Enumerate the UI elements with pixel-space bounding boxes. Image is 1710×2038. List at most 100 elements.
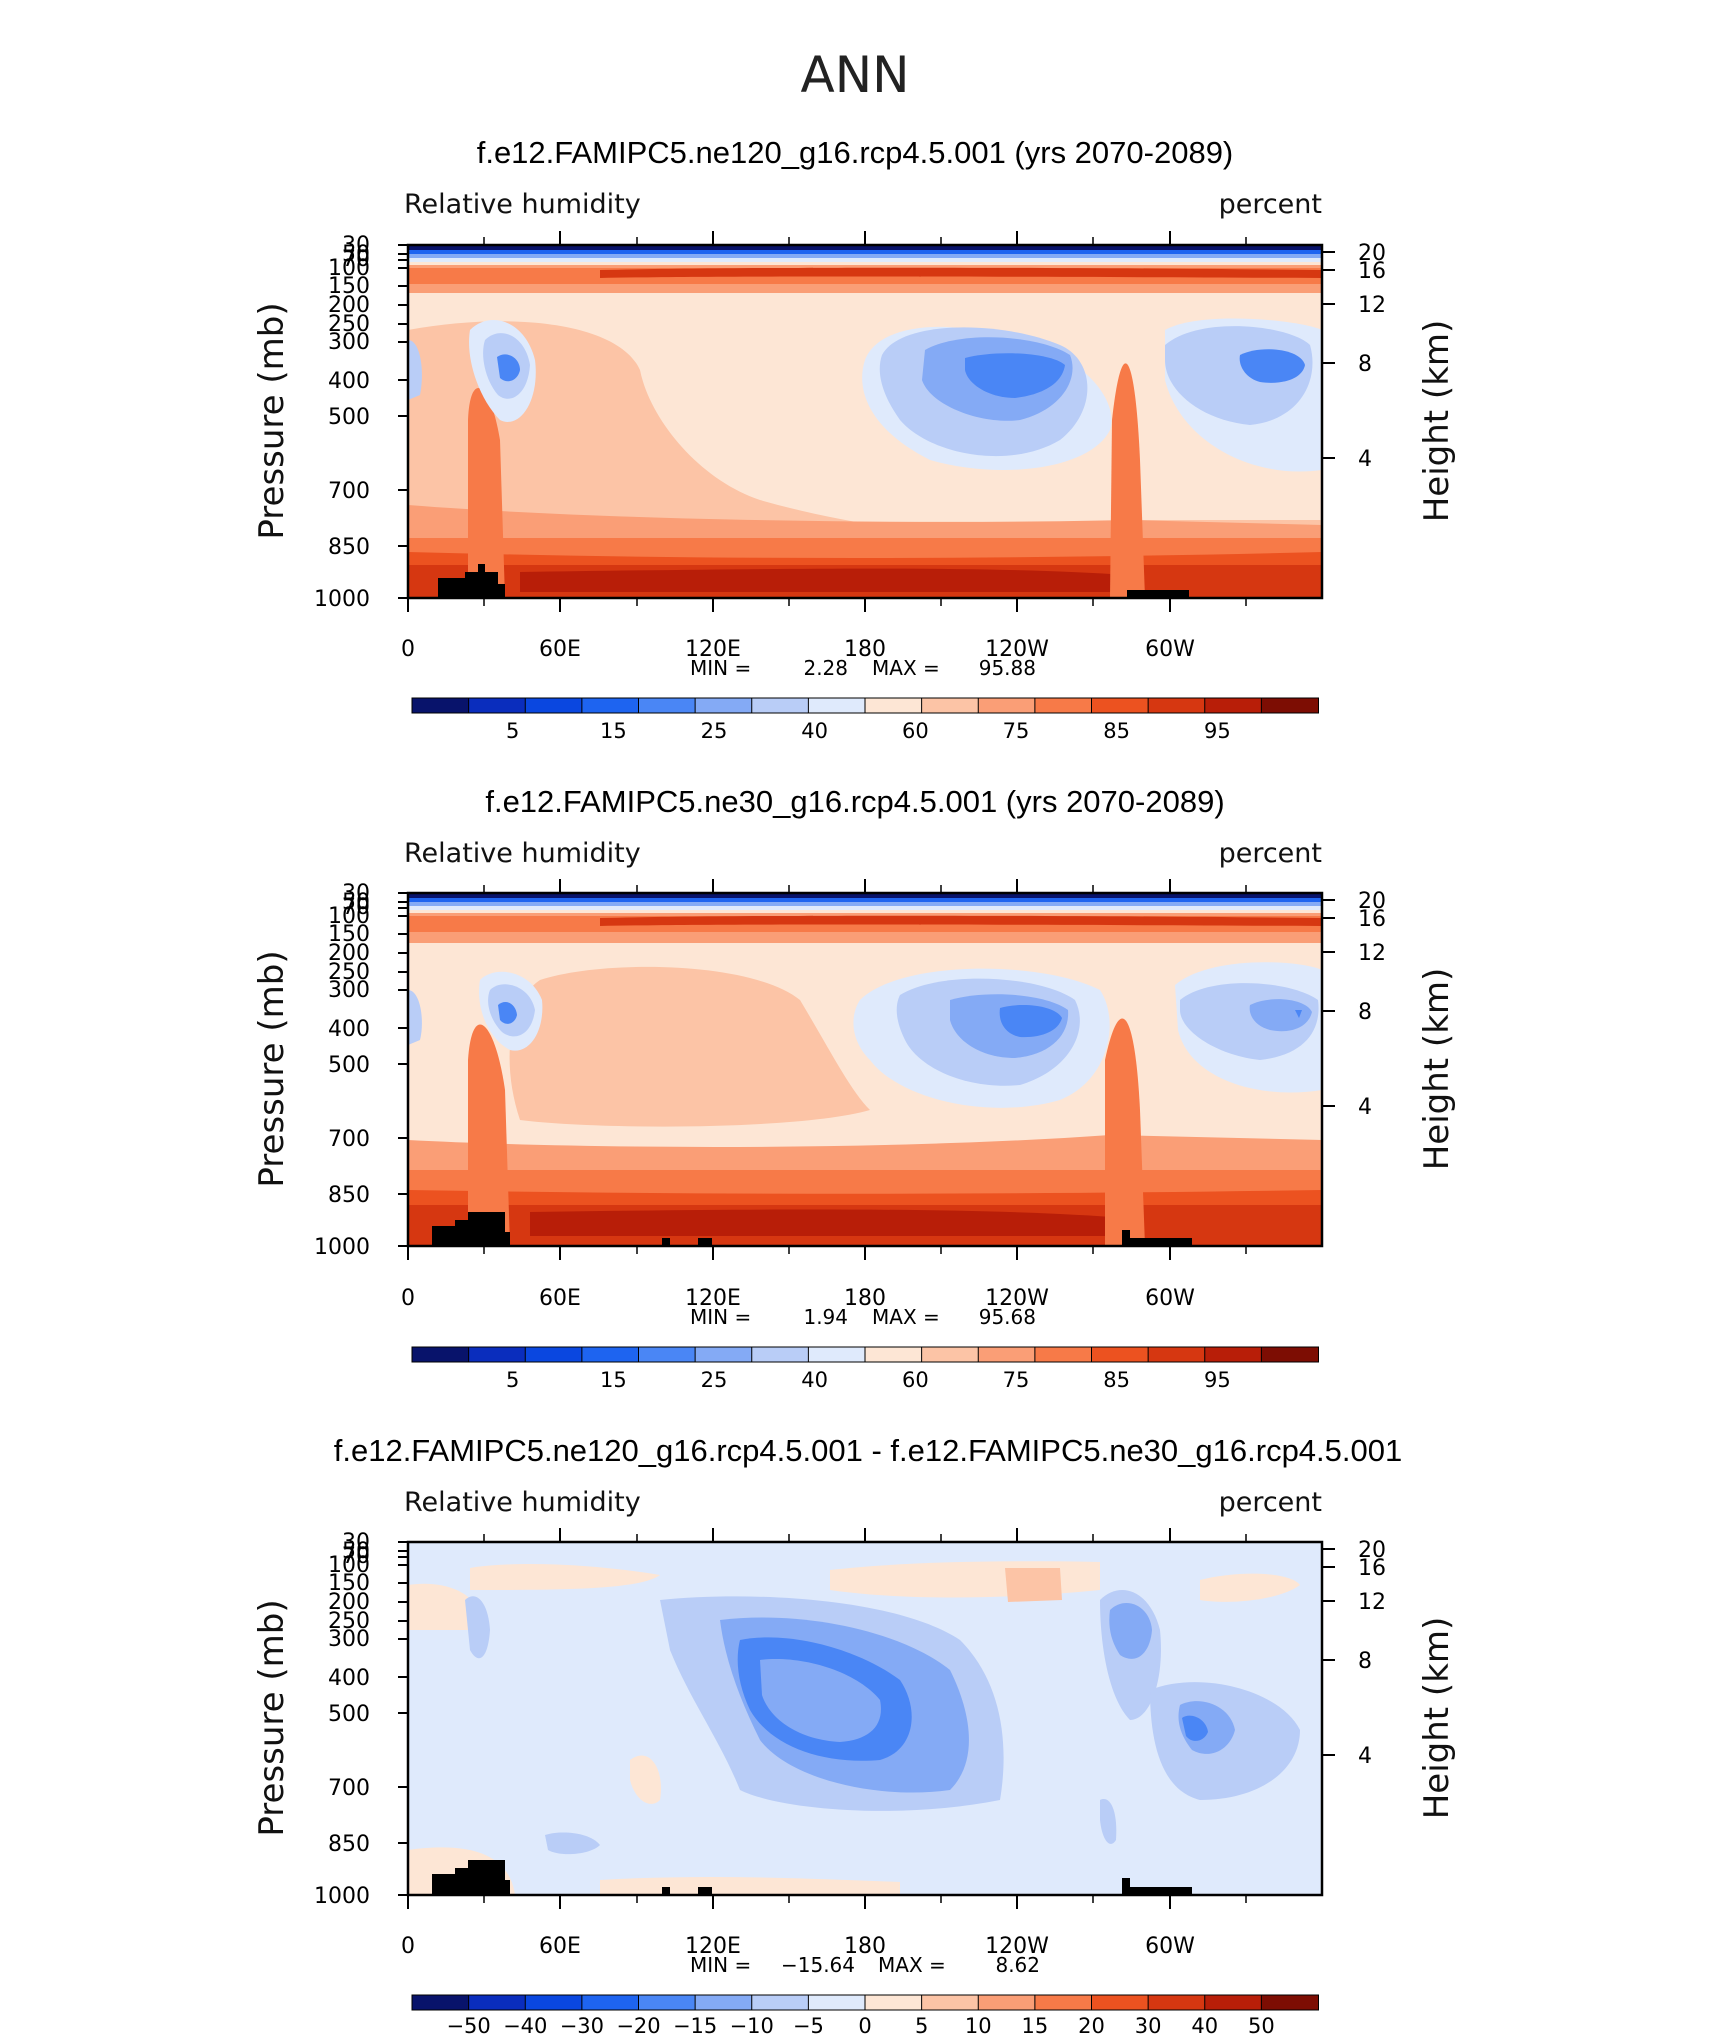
panel-3-y-ticks: 30 50 70 100 150 200 250 300 400 500 700…: [314, 1530, 408, 1909]
panel-3-colorbar-box-0: [411, 1994, 470, 2011]
panel-2-xtick-180: 180: [844, 1286, 886, 1311]
panel-3-xtick-180: 180: [844, 1934, 886, 1959]
panel-3-colorbar-box-1: [468, 1994, 527, 2011]
panel-1-colorbar-box-15: [1260, 697, 1319, 714]
panel-3-colorbar-box-5: [694, 1994, 753, 2011]
panel-3-variable: Relative humidity: [404, 1487, 641, 1518]
panel-3-ytick-50: 50: [342, 1539, 370, 1564]
panel-2-units: percent: [1219, 838, 1322, 869]
panel-2-colorbar-box-3: [581, 1346, 640, 1363]
panel-3-colorbar-label-7: 0: [858, 2014, 871, 2038]
panel-3-colorbar-label-2: −30: [560, 2014, 604, 2038]
panel-1-y2tick-16: 16: [1358, 259, 1386, 284]
panel-1-max-value: 95.88: [979, 656, 1036, 680]
panel-3-y2tick-8: 8: [1358, 1649, 1372, 1674]
panel-1-colorbar-label-5: 75: [1003, 719, 1030, 743]
panel-3-xtick-120e: 120E: [685, 1934, 741, 1959]
panel-1-colorbar-box-6: [751, 697, 810, 714]
panel-3-y2label: Height (km): [1417, 1617, 1457, 1820]
panel-2-y2-ticks: 20 16 12 8 4: [1322, 889, 1386, 1120]
panel-3-colorbar-box-8: [864, 1994, 923, 2011]
panel-2-xtick-120w: 120W: [985, 1286, 1049, 1311]
panel-3-colorbar-box-15: [1260, 1994, 1319, 2011]
panel-2-colorbar-box-8: [864, 1346, 923, 1363]
panel-2-colorbar-box-7: [807, 1346, 866, 1363]
panel-3-colorbar-label-13: 40: [1191, 2014, 1218, 2038]
panel-1-ytick-200: 200: [328, 293, 370, 318]
panel-1-xtick-0: 0: [401, 637, 415, 662]
panel-1-title: f.e12.FAMIPC5.ne120_g16.rcp4.5.001 (yrs …: [477, 135, 1234, 170]
panel-3-colorbar-box-2: [524, 1994, 583, 2011]
panel-2-ytick-100: 100: [328, 904, 370, 929]
panel-1-ytick-700: 700: [328, 479, 370, 504]
panel-1-y2-ticks: 20 16 12 8 4: [1322, 241, 1386, 472]
panel-2-min-label: MIN =: [690, 1305, 751, 1329]
panel-3-ytick-70: 70: [342, 1544, 370, 1569]
panel-3-units: percent: [1219, 1487, 1322, 1518]
panel-2-xtick-60e: 60E: [539, 1286, 581, 1311]
panel-2-ytick-500: 500: [328, 1053, 370, 1078]
panel-2-colorbar-label-1: 15: [600, 1368, 627, 1392]
panel-2-colorbar: 5 15 25 40 60 75 85 95: [411, 1346, 1319, 1392]
panel-3-contour-field: [408, 1542, 1322, 1895]
panel-2-colorbar-label-0: 5: [506, 1368, 519, 1392]
panel-1-ytick-50: 50: [342, 242, 370, 267]
panel-2-y2tick-4: 4: [1358, 1095, 1372, 1120]
panel-3-y2tick-12: 12: [1358, 1590, 1386, 1615]
panel-1-colorbar-label-4: 60: [902, 719, 929, 743]
panel-1-ytick-100: 100: [328, 256, 370, 281]
panel-2-ytick-150: 150: [328, 922, 370, 947]
panel-1-colorbar-box-3: [581, 697, 640, 714]
panel-2-colorbar-box-1: [468, 1346, 527, 1363]
panel-1-xtick-180: 180: [844, 637, 886, 662]
panel-2-ytick-200: 200: [328, 941, 370, 966]
panel-2-colorbar-label-2: 25: [701, 1368, 728, 1392]
panel-1-ytick-850: 850: [328, 535, 370, 560]
panel-1-units: percent: [1219, 189, 1322, 220]
panel-2-contour-field: [408, 893, 1322, 1246]
panel-3-ytick-500: 500: [328, 1702, 370, 1727]
panel-3-ytick-100: 100: [328, 1553, 370, 1578]
panel-1-colorbar-box-5: [694, 697, 753, 714]
panel-3-colorbar-label-12: 30: [1135, 2014, 1162, 2038]
panel-2-colorbar-label-7: 95: [1204, 1368, 1231, 1392]
panel-3-colorbar-label-5: −10: [730, 2014, 774, 2038]
panel-3-y2tick-4: 4: [1358, 1744, 1372, 1769]
panel-3-ytick-400: 400: [328, 1666, 370, 1691]
panel-3-colorbar: −50 −40 −30 −20 −15 −10 −5 0 5 10 15 20 30 40 50: [411, 1994, 1319, 2038]
panel-3-max-label: MAX =: [878, 1953, 946, 1977]
panel-1-colorbar-box-12: [1091, 697, 1150, 714]
panel-3-min-value: −15.64: [781, 1953, 855, 1977]
panel-1-ylabel: Pressure (mb): [252, 302, 292, 539]
panel-2-colorbar-box-6: [751, 1346, 810, 1363]
panel-3-colorbar-box-13: [1147, 1994, 1206, 2011]
panel-2-y2tick-8: 8: [1358, 1000, 1372, 1025]
panel-3-colorbar-box-11: [1034, 1994, 1093, 2011]
panel-1-ytick-1000: 1000: [314, 587, 370, 612]
panel-2-colorbar-box-14: [1204, 1346, 1263, 1363]
panel-1-colorbar-label-6: 85: [1103, 719, 1130, 743]
panel-2-min-value: 1.94: [803, 1305, 848, 1329]
panel-2-colorbar-label-4: 60: [902, 1368, 929, 1392]
panel-3-colorbar-label-8: 5: [915, 2014, 928, 2038]
panel-2-y2tick-20: 20: [1358, 889, 1386, 914]
panel-1-colorbar-box-7: [807, 697, 866, 714]
panel-3-xtick-60e: 60E: [539, 1934, 581, 1959]
panel-1-xtick-120e: 120E: [685, 637, 741, 662]
panel-3-colorbar-label-4: −15: [673, 2014, 717, 2038]
panel-3: f.e12.FAMIPC5.ne120_g16.rcp4.5.001 - f.e…: [252, 1433, 1457, 2038]
panel-1-y2tick-4: 4: [1358, 447, 1372, 472]
panel-3-ytick-200: 200: [328, 1590, 370, 1615]
panel-2-colorbar-box-9: [921, 1346, 980, 1363]
panel-2-colorbar-box-12: [1091, 1346, 1150, 1363]
panel-1-colorbar-box-1: [468, 697, 527, 714]
panel-2-ytick-300: 300: [328, 978, 370, 1003]
panel-3-ytick-30: 30: [342, 1530, 370, 1555]
panel-3-ytick-850: 850: [328, 1832, 370, 1857]
panel-3-colorbar-box-4: [638, 1994, 697, 2011]
panel-2-xtick-60w: 60W: [1145, 1286, 1195, 1311]
panel-3-colorbar-label-14: 50: [1248, 2014, 1275, 2038]
panel-1-xtick-120w: 120W: [985, 637, 1049, 662]
panel-3-ytick-250: 250: [328, 1609, 370, 1634]
panel-2-colorbar-label-5: 75: [1003, 1368, 1030, 1392]
